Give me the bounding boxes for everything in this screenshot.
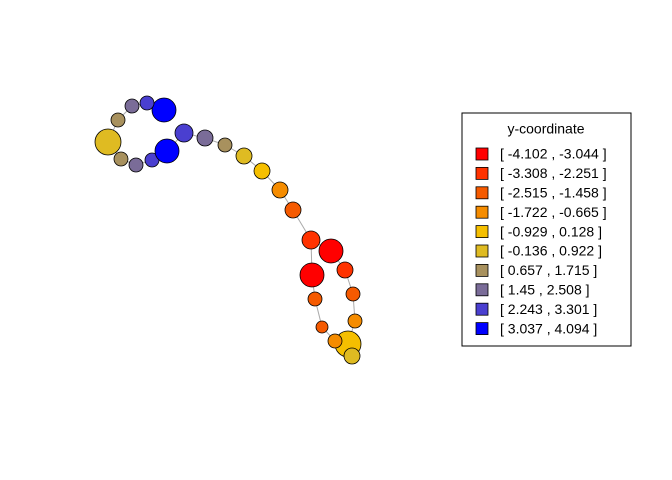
node [113, 151, 129, 167]
legend-label: [ -0.929 , 0.128 ] [500, 223, 602, 239]
edges [107, 102, 356, 357]
node [139, 95, 155, 111]
legend-swatch [475, 225, 489, 239]
legend-label: [ 3.037 , 4.094 ] [500, 320, 597, 336]
node [345, 286, 361, 302]
nodes [94, 95, 363, 365]
legend-label: [ 0.657 , 1.715 ] [500, 262, 597, 278]
node [217, 137, 233, 153]
node [343, 347, 361, 365]
legend-swatch [475, 283, 489, 297]
legend-box [461, 112, 632, 347]
node [235, 147, 253, 165]
legend-label: [ -2.515 , -1.458 ] [500, 185, 607, 201]
node [318, 238, 344, 264]
node [124, 98, 140, 114]
legend-label: [ 1.45 , 2.508 ] [500, 282, 590, 298]
node [327, 333, 343, 349]
legend-label: [ 2.243 , 3.301 ] [500, 301, 597, 317]
legend: [ -4.102 , -3.044 ] [ -3.308 , -2.251 ] [ … [475, 146, 607, 336]
legend-swatch [475, 302, 489, 316]
legend-swatch [475, 205, 489, 219]
legend-label: [ -0.136 , 0.922 ] [500, 243, 602, 259]
node [315, 320, 329, 334]
node [284, 201, 302, 219]
legend-swatch [475, 244, 489, 258]
legend-swatch [475, 322, 489, 336]
legend-label: [ -1.722 , -0.665 ] [500, 204, 607, 220]
legend-title: y-coordinate [507, 121, 584, 137]
legend-label: [ -4.102 , -3.044 ] [500, 146, 607, 162]
node [151, 97, 177, 123]
node [253, 162, 271, 180]
node [94, 128, 122, 156]
node [174, 123, 194, 143]
legend-swatch [475, 186, 489, 200]
legend-swatch [475, 147, 489, 161]
node [301, 230, 321, 250]
node [128, 157, 144, 173]
node [299, 262, 325, 288]
node [336, 261, 354, 279]
node [347, 313, 363, 329]
node [196, 129, 214, 147]
node [154, 138, 180, 164]
legend-swatch [475, 263, 489, 277]
node [307, 291, 323, 307]
legend-label: [ -3.308 , -2.251 ] [500, 165, 607, 181]
node [110, 112, 126, 128]
legend-swatch [475, 166, 489, 180]
node [271, 181, 289, 199]
